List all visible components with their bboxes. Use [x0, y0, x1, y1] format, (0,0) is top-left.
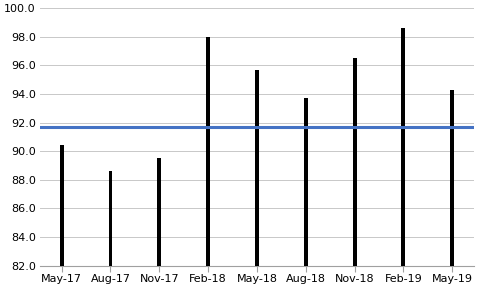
Bar [60, 145, 63, 266]
Bar [401, 28, 406, 266]
Bar [450, 90, 454, 266]
Bar [157, 158, 161, 266]
Bar [206, 37, 210, 266]
Bar [353, 58, 357, 266]
Bar [304, 98, 308, 266]
Bar [108, 171, 112, 266]
Bar [255, 70, 259, 266]
